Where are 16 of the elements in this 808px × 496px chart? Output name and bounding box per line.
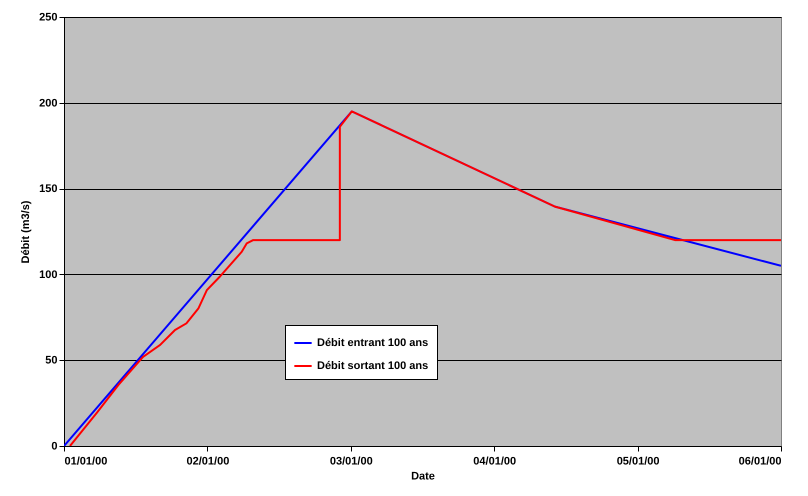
y-tick-label: 150 — [39, 183, 58, 196]
y-axis-title: Débit (m3/s) — [20, 200, 32, 264]
legend-label: Débit entrant 100 ans — [317, 337, 428, 349]
y-tick-label: 200 — [39, 97, 58, 110]
x-tick-label: 03/01/00 — [330, 456, 373, 468]
y-tick-label: 100 — [39, 268, 58, 281]
y-tick-label: 0 — [51, 440, 58, 452]
x-tick-label: 02/01/00 — [186, 456, 230, 468]
x-tick-label: 05/01/00 — [616, 456, 660, 468]
x-tick-label: 04/01/00 — [473, 456, 516, 468]
x-tick-label: 06/01/00 — [738, 456, 782, 468]
x-axis-title: Date — [411, 470, 435, 482]
y-tick-label: 50 — [45, 354, 58, 367]
x-tick-label: 01/01/00 — [64, 456, 108, 468]
legend-label: Débit sortant 100 ans — [317, 360, 428, 372]
y-tick-label: 250 — [39, 12, 58, 24]
